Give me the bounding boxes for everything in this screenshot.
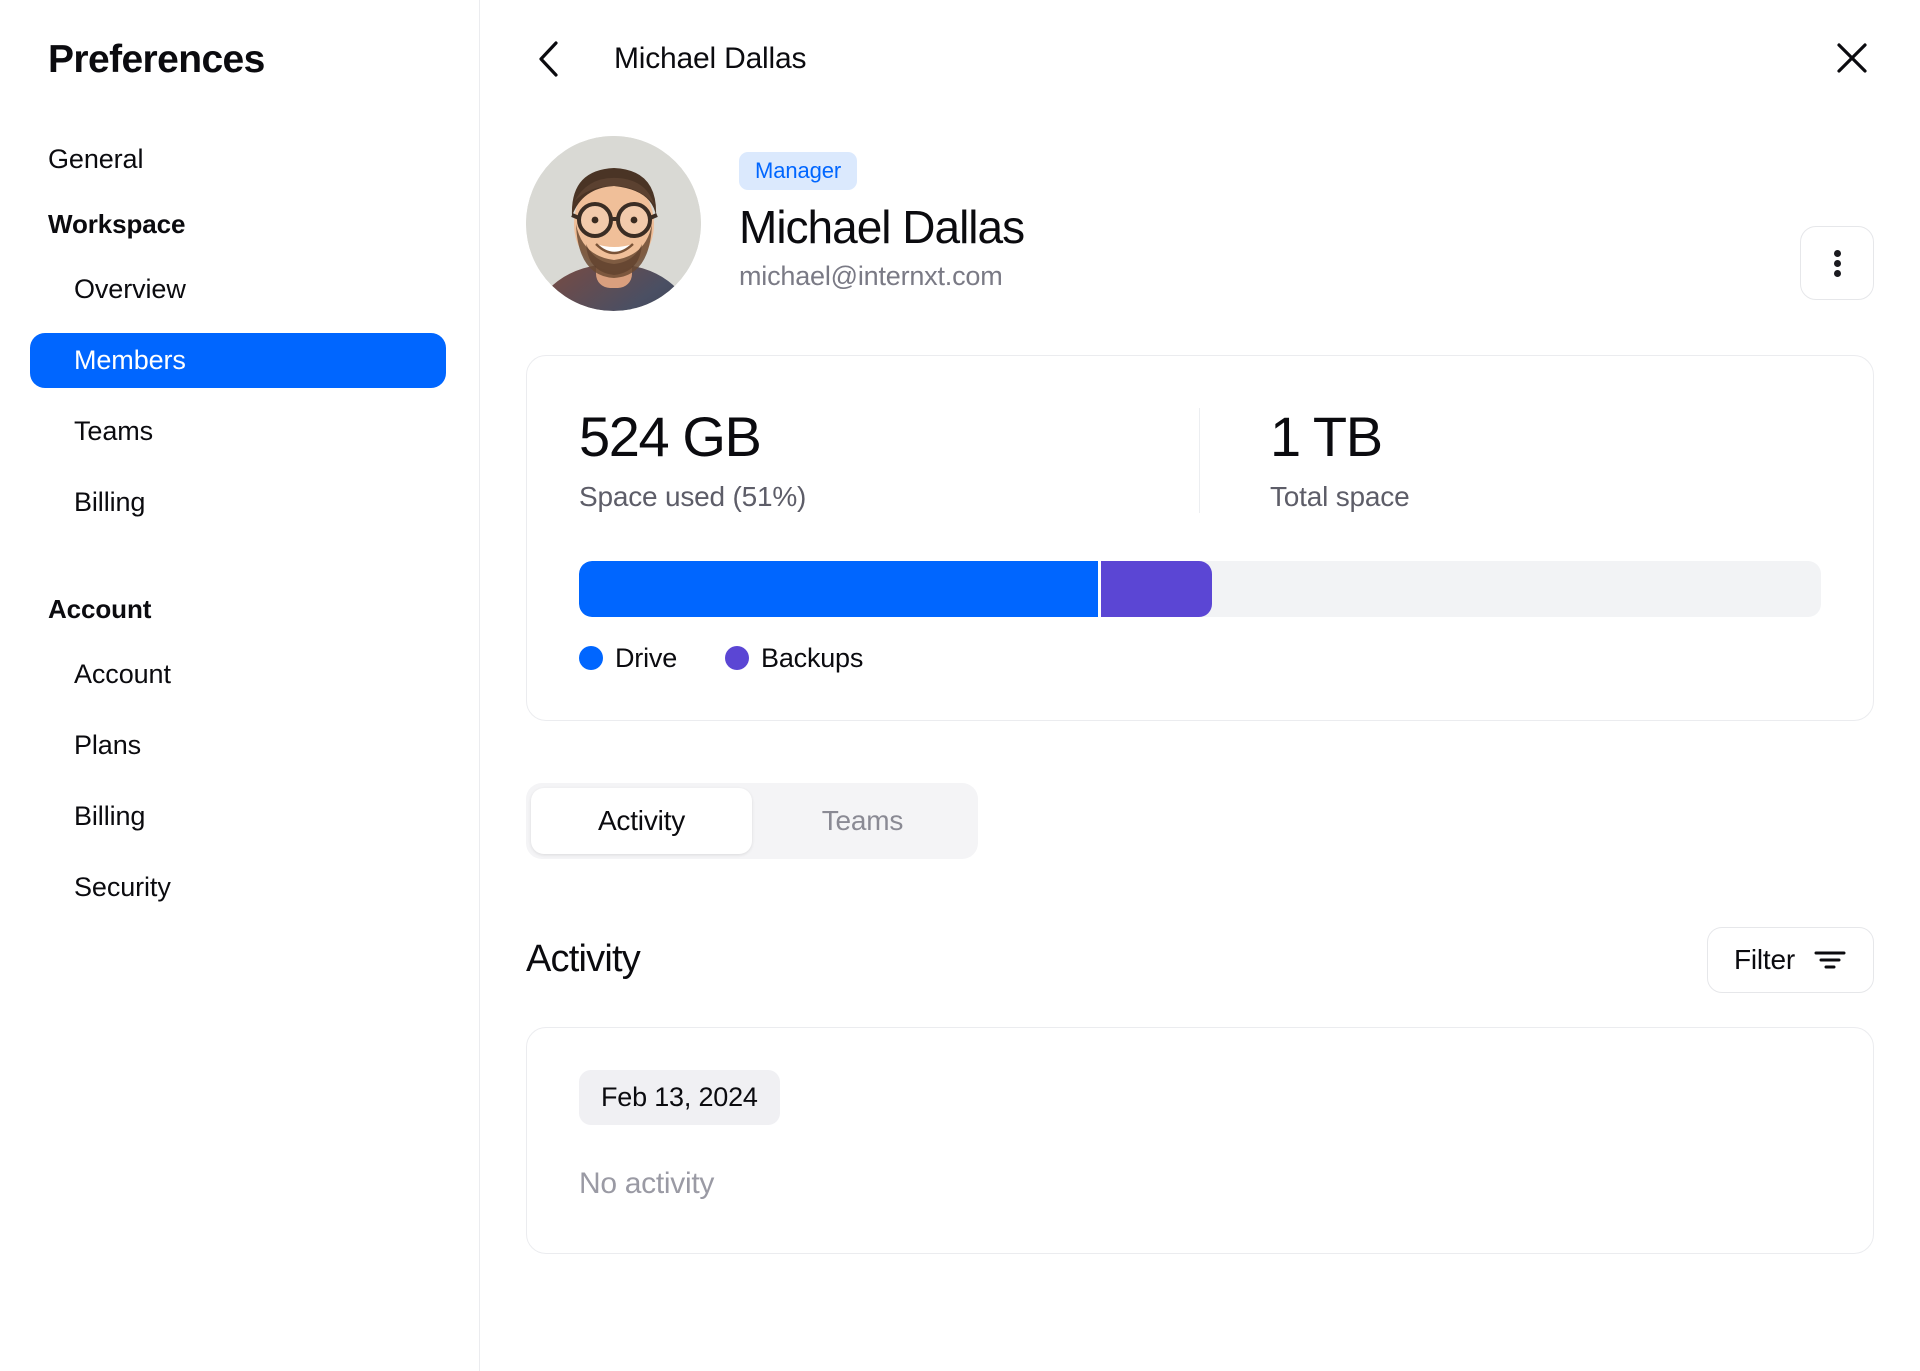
legend-label-backups: Backups [761,642,864,673]
member-profile-header: Manager Michael Dallas michael@internxt.… [480,118,1920,311]
kebab-dot [1833,259,1841,267]
activity-empty-state: No activity [579,1166,715,1200]
member-name: Michael Dallas [739,201,1025,253]
sidebar-group-workspace: Workspace [48,209,186,239]
page-title: Preferences [48,38,265,81]
sidebar-group-account: Account [48,594,152,624]
sidebar-item-account[interactable]: Account [74,659,171,689]
status-badge: Manager [739,152,858,190]
detail-title: Michael Dallas [614,42,807,75]
legend-dot-drive [579,646,603,671]
kebab-dot [1833,249,1841,257]
sidebar-spacer [30,546,449,572]
tab-teams[interactable]: Teams [821,804,904,836]
back-button[interactable] [526,37,570,81]
detail-topbar: Michael Dallas [480,0,1920,118]
legend-label-drive: Drive [615,642,678,673]
total-space-stat: 1 TB Total space [1199,405,1410,513]
filter-button-label: Filter [1733,943,1795,975]
filter-icon [1814,951,1846,969]
avatar-photo [526,136,701,311]
filter-button[interactable]: Filter [1706,926,1874,993]
sidebar: Preferences General Workspace Overview M… [0,0,480,1371]
storage-segment-backups [1100,560,1213,617]
member-email: michael@internxt.com [739,260,1003,291]
chevron-left-icon [539,41,558,77]
member-options-button[interactable] [1800,226,1874,300]
sidebar-nav: General Workspace Overview Members Teams… [0,132,479,915]
legend-item-drive: Drive [579,643,677,674]
space-used-label: Space used (51%) [579,480,807,512]
storage-progress-bar [579,560,1821,617]
total-space-label: Total space [1270,480,1410,512]
legend-dot-backups [725,646,750,671]
close-button[interactable] [1830,36,1874,80]
sidebar-item-account-billing[interactable]: Billing [74,801,146,831]
storage-segment-drive [579,560,1101,617]
profile-info: Manager Michael Dallas michael@internxt.… [739,136,1025,292]
main-panel: Michael Dallas [480,0,1920,1371]
total-space-value: 1 TB [1270,405,1383,468]
space-used-stat: 524 GB Space used (51%) [579,405,1199,513]
storage-legend: Drive Backups [579,643,1821,674]
legend-item-backups: Backups [725,643,863,674]
activity-date-chip: Feb 13, 2024 [579,1069,780,1125]
avatar [526,136,701,311]
tab-activity[interactable]: Activity [531,787,752,854]
space-used-value: 524 GB [579,405,762,468]
kebab-menu-icon [1833,247,1841,280]
detail-tabs: Activity Teams [526,782,978,859]
sidebar-item-general[interactable]: General [48,144,144,174]
sidebar-item-teams[interactable]: Teams [74,416,154,446]
sidebar-item-overview[interactable]: Overview [74,274,186,304]
storage-stats: 524 GB Space used (51%) 1 TB Total space [579,405,1821,513]
sidebar-item-security[interactable]: Security [74,872,171,902]
kebab-dot [1833,269,1841,277]
sidebar-item-workspace-billing[interactable]: Billing [74,487,146,517]
activity-heading: Activity [526,938,641,981]
activity-list: Feb 13, 2024 No activity [526,1026,1874,1254]
sidebar-item-plans[interactable]: Plans [74,730,142,760]
close-icon [1837,43,1867,73]
sidebar-item-members[interactable]: Members [30,333,446,388]
activity-header: Activity Filter [526,926,1874,993]
storage-card: 524 GB Space used (51%) 1 TB Total space… [526,355,1874,721]
